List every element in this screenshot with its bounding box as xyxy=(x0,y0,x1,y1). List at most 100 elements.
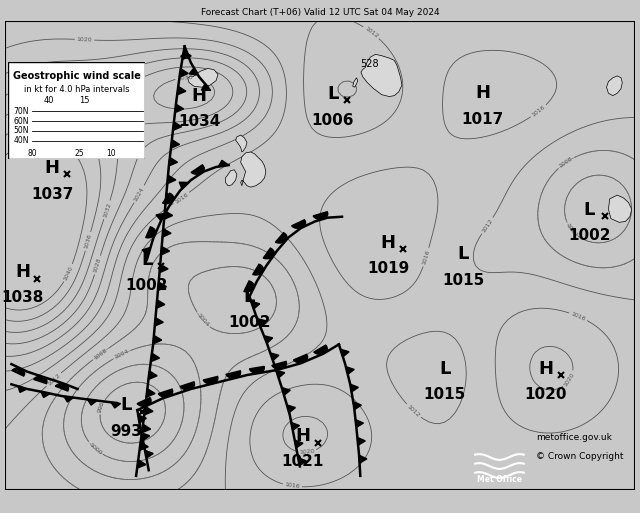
Polygon shape xyxy=(314,345,327,354)
Polygon shape xyxy=(226,371,241,378)
Polygon shape xyxy=(169,157,177,166)
Polygon shape xyxy=(145,450,153,458)
Polygon shape xyxy=(140,442,148,450)
Text: 1020: 1020 xyxy=(563,371,576,387)
Text: in kt for 4.0 hPa intervals: in kt for 4.0 hPa intervals xyxy=(24,85,129,94)
Polygon shape xyxy=(41,391,50,398)
Polygon shape xyxy=(64,397,74,402)
Polygon shape xyxy=(182,51,191,60)
Text: 1020: 1020 xyxy=(524,387,566,402)
Polygon shape xyxy=(218,161,228,167)
Text: 1004: 1004 xyxy=(564,222,578,238)
Polygon shape xyxy=(146,227,156,238)
Text: 1016: 1016 xyxy=(422,249,431,265)
Polygon shape xyxy=(355,420,364,427)
Text: 996: 996 xyxy=(97,401,106,413)
Polygon shape xyxy=(159,264,168,273)
Text: © Crown Copyright: © Crown Copyright xyxy=(536,451,623,461)
Text: 1004: 1004 xyxy=(196,313,210,328)
Text: 15: 15 xyxy=(79,96,90,105)
Polygon shape xyxy=(236,135,247,152)
Polygon shape xyxy=(175,104,184,113)
Polygon shape xyxy=(177,86,186,95)
Text: 1012: 1012 xyxy=(406,404,421,418)
Text: 1012: 1012 xyxy=(46,372,61,386)
Text: 1004: 1004 xyxy=(113,349,130,360)
Polygon shape xyxy=(276,370,285,378)
Text: 25: 25 xyxy=(74,149,84,157)
Polygon shape xyxy=(272,361,287,369)
Polygon shape xyxy=(158,389,173,397)
Polygon shape xyxy=(225,170,237,186)
Polygon shape xyxy=(294,440,303,448)
Text: 1036: 1036 xyxy=(177,75,193,81)
Polygon shape xyxy=(270,353,279,361)
Polygon shape xyxy=(147,389,155,397)
Text: 1015: 1015 xyxy=(442,272,484,288)
Polygon shape xyxy=(250,366,264,373)
Text: 1002: 1002 xyxy=(125,278,168,293)
Text: Met Office: Met Office xyxy=(477,475,522,484)
Polygon shape xyxy=(263,248,275,259)
Polygon shape xyxy=(161,246,170,255)
Text: 80: 80 xyxy=(28,149,37,157)
Polygon shape xyxy=(294,354,308,363)
Polygon shape xyxy=(180,382,195,390)
Polygon shape xyxy=(153,336,162,344)
Polygon shape xyxy=(264,336,273,343)
Text: 1002: 1002 xyxy=(568,228,611,243)
Text: 1034: 1034 xyxy=(178,114,220,129)
Text: 1016: 1016 xyxy=(531,105,546,118)
Polygon shape xyxy=(167,175,176,184)
Text: 1012: 1012 xyxy=(364,26,379,39)
Text: L: L xyxy=(120,397,132,415)
Text: 40: 40 xyxy=(44,96,54,105)
Polygon shape xyxy=(171,140,180,148)
Polygon shape xyxy=(151,353,159,362)
Polygon shape xyxy=(298,458,307,466)
Polygon shape xyxy=(142,247,150,255)
Text: H: H xyxy=(475,84,490,102)
Polygon shape xyxy=(164,211,173,220)
Text: Geostrophic wind scale: Geostrophic wind scale xyxy=(13,71,140,81)
Polygon shape xyxy=(180,51,189,58)
Polygon shape xyxy=(111,402,120,408)
Text: 528: 528 xyxy=(360,58,378,69)
Polygon shape xyxy=(287,405,296,412)
Polygon shape xyxy=(282,387,291,395)
Polygon shape xyxy=(292,220,305,228)
Text: 1016: 1016 xyxy=(570,311,586,322)
Text: 1017: 1017 xyxy=(461,112,504,127)
Polygon shape xyxy=(357,438,365,445)
Polygon shape xyxy=(179,182,188,189)
Text: 50N: 50N xyxy=(13,126,29,135)
Polygon shape xyxy=(56,383,68,391)
Polygon shape xyxy=(609,195,632,222)
Text: L: L xyxy=(457,245,468,263)
Text: 1024: 1024 xyxy=(133,186,145,202)
Polygon shape xyxy=(359,455,367,463)
Polygon shape xyxy=(34,377,47,384)
Polygon shape xyxy=(18,386,27,392)
Text: H: H xyxy=(538,360,553,378)
Text: H: H xyxy=(381,233,396,251)
Text: 70N: 70N xyxy=(13,107,29,116)
Text: Forecast Chart (T+06) Valid 12 UTC Sat 04 May 2024: Forecast Chart (T+06) Valid 12 UTC Sat 0… xyxy=(201,8,439,17)
Polygon shape xyxy=(346,367,354,374)
Text: 1006: 1006 xyxy=(311,112,354,128)
Text: 1008: 1008 xyxy=(558,156,573,169)
Polygon shape xyxy=(291,423,300,430)
Polygon shape xyxy=(142,424,150,433)
Text: 1019: 1019 xyxy=(367,261,409,276)
Text: 1012: 1012 xyxy=(481,218,494,233)
Text: 1038: 1038 xyxy=(1,290,44,305)
Polygon shape xyxy=(607,76,622,95)
Polygon shape xyxy=(141,433,150,441)
Polygon shape xyxy=(241,152,266,187)
Text: H: H xyxy=(191,87,207,105)
Polygon shape xyxy=(12,368,25,376)
Text: 1015: 1015 xyxy=(424,387,466,402)
Text: 1016: 1016 xyxy=(173,191,189,205)
Text: 1002: 1002 xyxy=(228,315,271,330)
Text: H: H xyxy=(15,263,30,281)
